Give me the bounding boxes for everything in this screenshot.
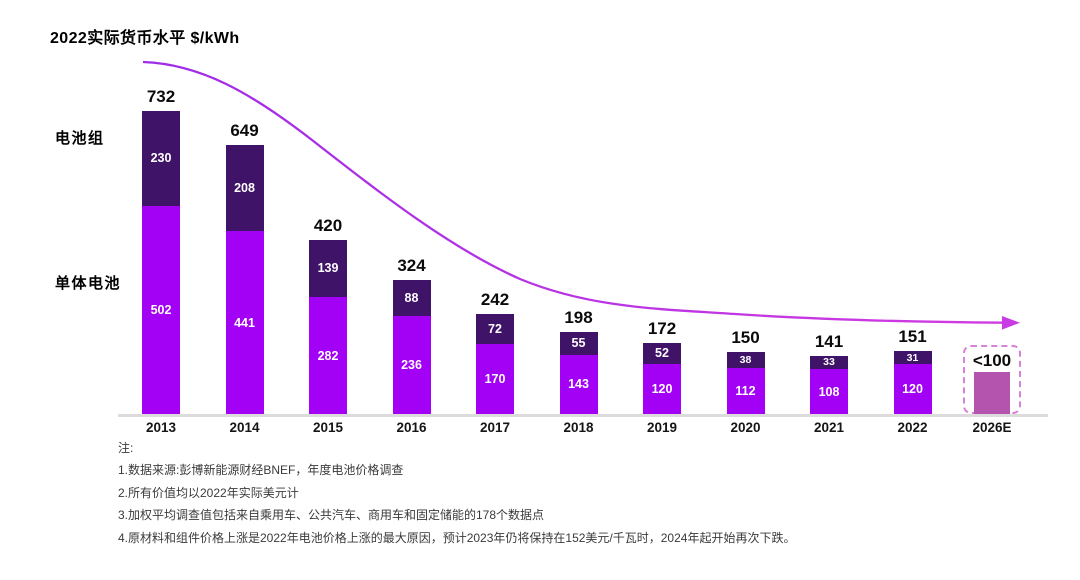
bar-total-label: 420 bbox=[313, 215, 343, 235]
bar-total-label: 172 bbox=[647, 318, 677, 338]
forecast-bar bbox=[974, 372, 1010, 414]
bar-total-label: 198 bbox=[564, 307, 593, 327]
bar-segment-cell: 236 bbox=[392, 316, 431, 414]
note-item-3: 3.加权平均调查值包括来自乘用车、公共汽车、商用车和固定储能的178个数据点 bbox=[118, 508, 545, 523]
x-axis-tick-label: 2016 bbox=[396, 420, 427, 435]
bar-total-label: 242 bbox=[480, 289, 510, 309]
bar-segment-cell: 120 bbox=[643, 364, 681, 414]
bar-total-label: 150 bbox=[731, 327, 760, 347]
bar-segment-pack: 52 bbox=[643, 342, 681, 365]
notes-heading: 注: bbox=[118, 441, 134, 455]
note-item-1: 1.数据来源:彭博新能源财经BNEF，年度电池价格调查 bbox=[118, 463, 404, 478]
bar-segment-pack: 33 bbox=[810, 355, 848, 370]
bar-total-label: 141 bbox=[814, 331, 844, 351]
series-label-cell: 单体电池 bbox=[55, 275, 122, 292]
x-axis-tick-label: 2014 bbox=[229, 420, 260, 435]
x-axis-tick-label: 2013 bbox=[145, 420, 177, 435]
x-axis-line bbox=[118, 414, 1048, 417]
bar-total-label: 324 bbox=[397, 255, 426, 275]
bar-total-label: 151 bbox=[898, 327, 927, 347]
x-axis-tick-label: 2019 bbox=[646, 420, 678, 435]
bar-segment-cell: 143 bbox=[559, 354, 598, 414]
x-axis-tick-label: 2021 bbox=[813, 420, 845, 435]
x-axis-tick-label: 2018 bbox=[563, 420, 594, 435]
chart-title: 2022实际货币水平 $/kWh bbox=[50, 30, 240, 47]
x-axis-tick-label: 2026E bbox=[972, 420, 1012, 435]
bar-segment-pack: 38 bbox=[726, 351, 765, 368]
note-item-4: 4.原材料和组件价格上涨是2022年电池价格上涨的最大原因，预计2023年仍将保… bbox=[118, 530, 796, 545]
notes-section: 注: 1.数据来源:彭博新能源财经BNEF，年度电池价格调查 2.所有价值均以2… bbox=[118, 437, 795, 549]
bar-segment-pack: 208 bbox=[225, 145, 264, 232]
bar-segment-cell: 441 bbox=[225, 231, 264, 414]
bar-segment-pack: 88 bbox=[392, 279, 431, 317]
trend-arrow-icon bbox=[1002, 316, 1020, 330]
bar-segment-cell: 112 bbox=[726, 367, 765, 414]
bar-segment-cell: 108 bbox=[810, 369, 848, 414]
bar-segment-cell: 502 bbox=[142, 205, 180, 414]
x-axis-tick-label: 2022 bbox=[897, 420, 928, 435]
bar-segment-pack: 230 bbox=[142, 110, 180, 206]
forecast-value-label: <100 bbox=[972, 351, 1012, 370]
bar-segment-pack: 55 bbox=[559, 331, 598, 355]
x-axis-tick-label: 2020 bbox=[730, 420, 761, 435]
bar-total-label: 649 bbox=[230, 121, 259, 141]
note-item-2: 2.所有价值均以2022年实际美元计 bbox=[118, 485, 299, 500]
bar-segment-pack: 31 bbox=[893, 351, 932, 365]
x-axis-tick-label: 2015 bbox=[312, 420, 344, 435]
bar-segment-cell: 170 bbox=[476, 343, 514, 414]
bar-segment-cell: 282 bbox=[309, 297, 347, 414]
bar-segment-pack: 72 bbox=[476, 313, 514, 344]
trend-curve-path bbox=[142, 60, 1006, 324]
bar-total-label: 732 bbox=[146, 86, 176, 106]
series-label-pack: 电池组 bbox=[55, 130, 105, 147]
x-axis-tick-label: 2017 bbox=[479, 420, 511, 435]
bar-segment-pack: 139 bbox=[309, 239, 347, 298]
bar-segment-cell: 120 bbox=[893, 364, 932, 414]
